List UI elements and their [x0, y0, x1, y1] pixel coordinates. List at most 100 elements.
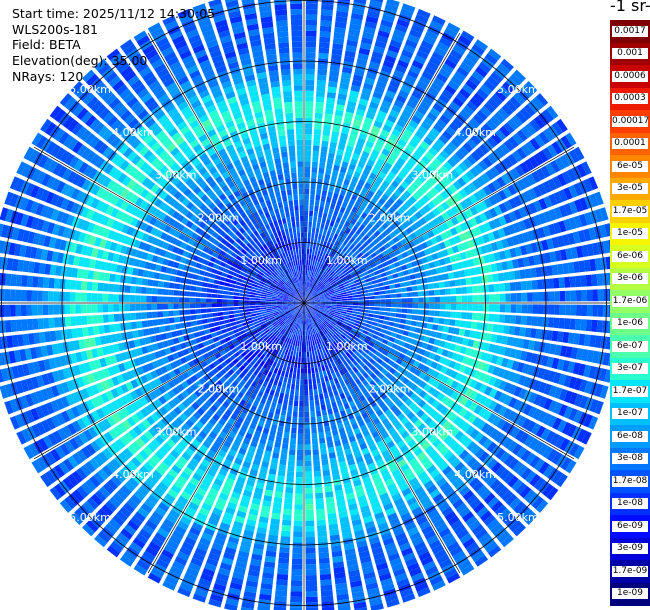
data-gate: [414, 369, 422, 377]
data-gate: [320, 330, 325, 336]
data-gate: [366, 202, 374, 211]
data-gate: [325, 307, 331, 310]
data-gate: [320, 448, 327, 455]
data-gate: [280, 453, 288, 460]
data-gate: [313, 238, 318, 245]
data-gate: [439, 303, 446, 310]
data-gate: [321, 252, 326, 259]
data-gate: [507, 440, 518, 453]
data-gate: [488, 313, 495, 322]
data-gate: [456, 295, 462, 303]
data-gate: [498, 85, 511, 98]
data-gate: [343, 178, 351, 186]
data-gate: [496, 418, 507, 430]
data-gate: [393, 228, 401, 236]
data-gate: [387, 84, 398, 94]
data-gate: [414, 386, 423, 395]
data-gate: [279, 459, 287, 466]
data-gate: [391, 104, 402, 114]
data-gate: [389, 79, 401, 89]
data-gate: [441, 385, 450, 395]
data-gate: [329, 293, 336, 296]
data-gate: [352, 305, 359, 309]
data-gate: [377, 347, 384, 353]
data-gate: [530, 328, 537, 339]
data-gate: [513, 209, 523, 220]
data-gate: [509, 497, 522, 510]
data-gate: [371, 321, 378, 327]
data-gate: [366, 320, 373, 325]
data-gate: [275, 436, 282, 443]
data-gate: [312, 316, 316, 322]
data-gate: [413, 201, 422, 210]
data-gate: [450, 287, 457, 295]
data-gate: [363, 299, 370, 303]
data-gate: [551, 451, 563, 465]
data-gate: [349, 211, 356, 218]
data-gate: [377, 75, 389, 84]
data-gate: [326, 230, 331, 237]
data-gate: [397, 216, 406, 224]
data-gate: [287, 405, 293, 412]
data-gate: [478, 160, 489, 171]
data-gate: [305, 14, 318, 21]
data-gate: [462, 142, 474, 153]
data-gate: [342, 339, 349, 346]
data-gate: [301, 357, 304, 363]
data-gate: [324, 333, 330, 340]
data-gate: [559, 438, 570, 452]
data-gate: [518, 206, 528, 218]
data-gate: [405, 371, 414, 380]
data-gate: [304, 210, 309, 216]
data-gate: [330, 294, 336, 298]
data-gate: [396, 119, 407, 128]
data-gate: [474, 163, 484, 174]
data-gate: [304, 155, 311, 162]
data-gate: [454, 224, 463, 234]
data-gate: [493, 111, 506, 124]
data-gate: [230, 321, 237, 327]
data-gate: [325, 306, 331, 309]
data-gate: [355, 317, 362, 322]
data-gate: [395, 313, 402, 318]
data-gate: [392, 147, 401, 157]
data-gate: [534, 134, 546, 148]
data-gate: [429, 127, 441, 138]
data-gate: [416, 409, 425, 418]
data-gate: [290, 585, 303, 592]
data-gate: [470, 444, 481, 455]
data-gate: [445, 378, 454, 387]
data-gate: [347, 34, 359, 42]
data-gate: [340, 341, 347, 348]
data-gate: [326, 260, 331, 267]
data-gate: [576, 163, 587, 178]
data-gate: [333, 221, 339, 229]
data-gate: [443, 239, 452, 248]
data-gate: [336, 304, 343, 307]
data-gate: [316, 514, 326, 521]
data-gate: [385, 218, 393, 226]
data-gate: [583, 334, 591, 347]
data-gate: [380, 299, 386, 303]
data-gate: [465, 170, 476, 181]
data-gate: [305, 471, 313, 478]
data-gate: [531, 171, 541, 183]
data-gate: [431, 253, 439, 261]
data-gate: [395, 399, 404, 408]
data-gate: [333, 209, 339, 217]
data-gate: [411, 429, 420, 438]
data-gate: [498, 380, 507, 391]
data-gate: [312, 266, 316, 272]
data-gate: [480, 488, 492, 501]
data-gate: [365, 354, 372, 361]
data-gate: [400, 416, 409, 426]
data-gate: [334, 268, 341, 274]
data-gate: [407, 69, 419, 80]
data-gate: [515, 281, 522, 291]
data-gate: [329, 396, 336, 403]
data-gate: [336, 98, 346, 106]
data-gate: [485, 264, 493, 273]
data-gate: [467, 258, 475, 267]
data-gate: [441, 395, 450, 405]
data-gate: [558, 317, 565, 329]
